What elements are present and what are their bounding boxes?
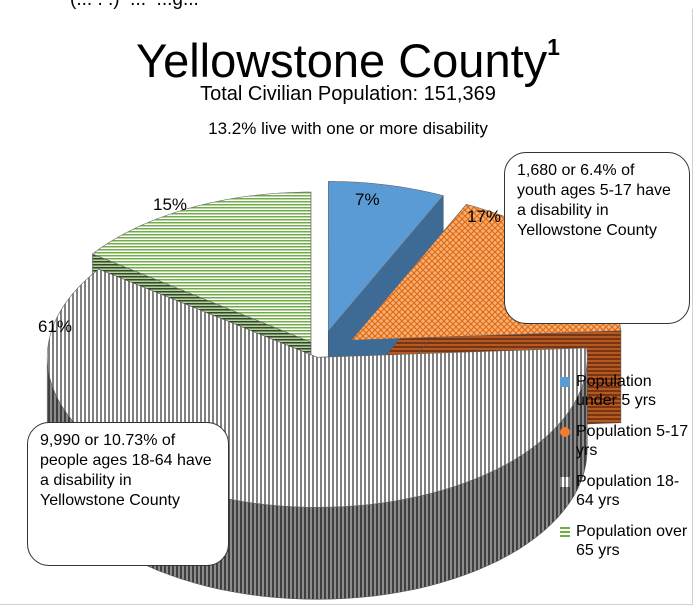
chart-frame [0, 9, 693, 605]
legend-swatch [560, 427, 570, 437]
legend-label: Population 18-64 yrs [576, 473, 680, 509]
youth-callout: 1,680 or 6.4% of youth ages 5-17 have a … [504, 152, 690, 324]
legend-swatch [560, 477, 570, 487]
chart-note: 13.2% live with one or more disability [208, 119, 488, 138]
slice-label-4: 15% [153, 195, 187, 214]
legend-swatch [560, 527, 570, 537]
chart-subtitle: Total Civilian Population: 151,369 [200, 83, 496, 105]
legend-item: Population over 65 yrs [558, 522, 690, 562]
pie-slice-4 [91, 191, 312, 343]
slice-label-1: 7% [355, 190, 380, 209]
legend-label: Population under 5 yrs [576, 373, 657, 409]
top-cut-text: (... . .) ... ...g... [70, 0, 199, 11]
chart-legend: Population under 5 yrs Population 5-17 yr… [558, 372, 690, 572]
chart-title: Yellowstone County1 [0, 20, 696, 88]
legend-label: Population over 65 yrs [576, 523, 688, 559]
slice-label-3: 61% [38, 317, 72, 336]
legend-item: Population 18-64 yrs [558, 472, 690, 512]
legend-item: Population 5-17 yrs [558, 422, 690, 462]
pie-slice-1 [327, 181, 444, 333]
legend-swatch [560, 377, 570, 387]
legend-item: Population under 5 yrs [558, 372, 690, 412]
slice-label-2: 17% [467, 207, 501, 226]
title-text: Yellowstone County [136, 34, 548, 87]
legend-label: Population 5-17 yrs [576, 423, 689, 459]
title-footnote: 1 [547, 34, 560, 60]
adult-callout: 9,990 or 10.73% of people ages 18-64 hav… [27, 422, 229, 566]
